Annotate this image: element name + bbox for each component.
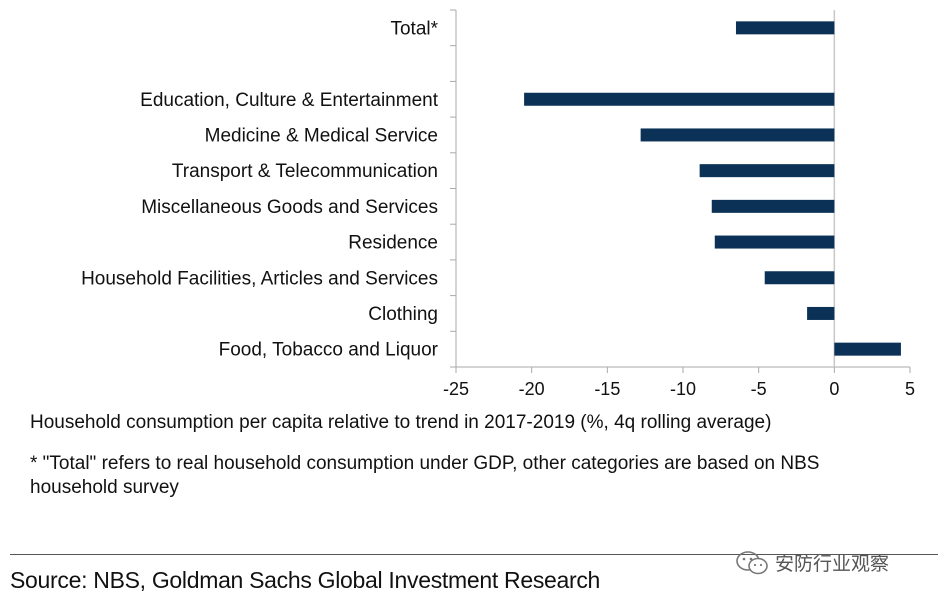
bar — [764, 271, 835, 285]
bar — [524, 92, 835, 106]
bar-chart: -25 -20 -15 -10 -5 0 5 Total* Education, Culture… — [81, 9, 915, 399]
category-label: Food, Tobacco and Liquor — [219, 340, 439, 361]
category-label: Residence — [348, 233, 438, 254]
category-label: Total* — [390, 18, 438, 39]
watermark: 安防行业观察 — [735, 549, 889, 576]
x-tick-label: -20 — [519, 379, 545, 399]
category-label: Clothing — [368, 304, 438, 325]
bar — [714, 235, 835, 249]
bar — [834, 342, 901, 356]
bar — [807, 306, 835, 320]
divider — [10, 554, 938, 555]
x-tick-label: -10 — [670, 379, 696, 399]
watermark-text: 安防行业观察 — [775, 554, 890, 575]
category-label: Miscellaneous Goods and Services — [141, 197, 438, 218]
x-tick-label: 0 — [829, 379, 839, 399]
x-tick-label: -15 — [594, 379, 620, 399]
category-label: Household Facilities, Articles and Servi… — [81, 268, 438, 289]
x-tick-label: -5 — [751, 379, 767, 399]
wechat-icon — [736, 550, 768, 574]
bar — [699, 164, 835, 178]
bar — [711, 199, 835, 213]
x-tick-label: 5 — [905, 379, 915, 399]
source-note: Source: NBS, Goldman Sachs Global Invest… — [10, 567, 601, 593]
category-label: Medicine & Medical Service — [205, 125, 438, 146]
bar — [735, 21, 835, 35]
x-tick-label: -25 — [443, 379, 469, 399]
bar — [640, 128, 835, 142]
category-label: Transport & Telecommunication — [172, 161, 438, 182]
x-axis-label: Household consumption per capita relativ… — [30, 412, 772, 433]
footnote: * "Total" refers to real household consu… — [30, 453, 820, 498]
category-label: Education, Culture & Entertainment — [140, 90, 439, 111]
